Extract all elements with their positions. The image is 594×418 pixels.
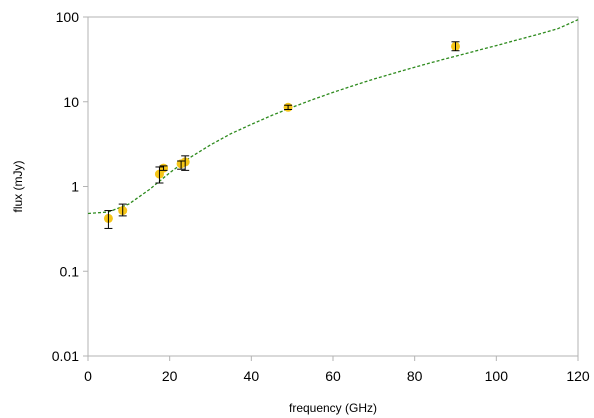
x-tick-label: 40 <box>244 368 260 384</box>
points-layer <box>103 41 460 223</box>
y-axis-label: flux (mJy) <box>11 161 25 213</box>
y-tick-label: 1 <box>71 179 79 195</box>
x-axis-ticks: 0 20 40 60 80 100 120 <box>84 356 590 384</box>
y-tick-label: 0.1 <box>60 263 80 279</box>
x-tick-label: 60 <box>325 368 341 384</box>
y-axis-ticks: 0.01 0.1 1 10 100 <box>52 9 88 364</box>
error-layer <box>104 41 460 229</box>
y-tick-label: 0.01 <box>52 348 79 364</box>
fit-layer <box>87 19 579 215</box>
x-axis-label: frequency (GHz) <box>289 401 377 415</box>
plot-frame <box>87 16 579 357</box>
x-tick-label: 20 <box>162 368 178 384</box>
x-tick-label: 120 <box>566 368 590 384</box>
y-tick-label: 10 <box>63 94 79 110</box>
x-tick-label: 80 <box>407 368 423 384</box>
chart-axes <box>87 16 579 357</box>
fit-curve <box>87 19 579 215</box>
x-tick-label: 100 <box>485 368 509 384</box>
y-tick-label: 100 <box>56 9 80 25</box>
x-tick-label: 0 <box>84 368 92 384</box>
